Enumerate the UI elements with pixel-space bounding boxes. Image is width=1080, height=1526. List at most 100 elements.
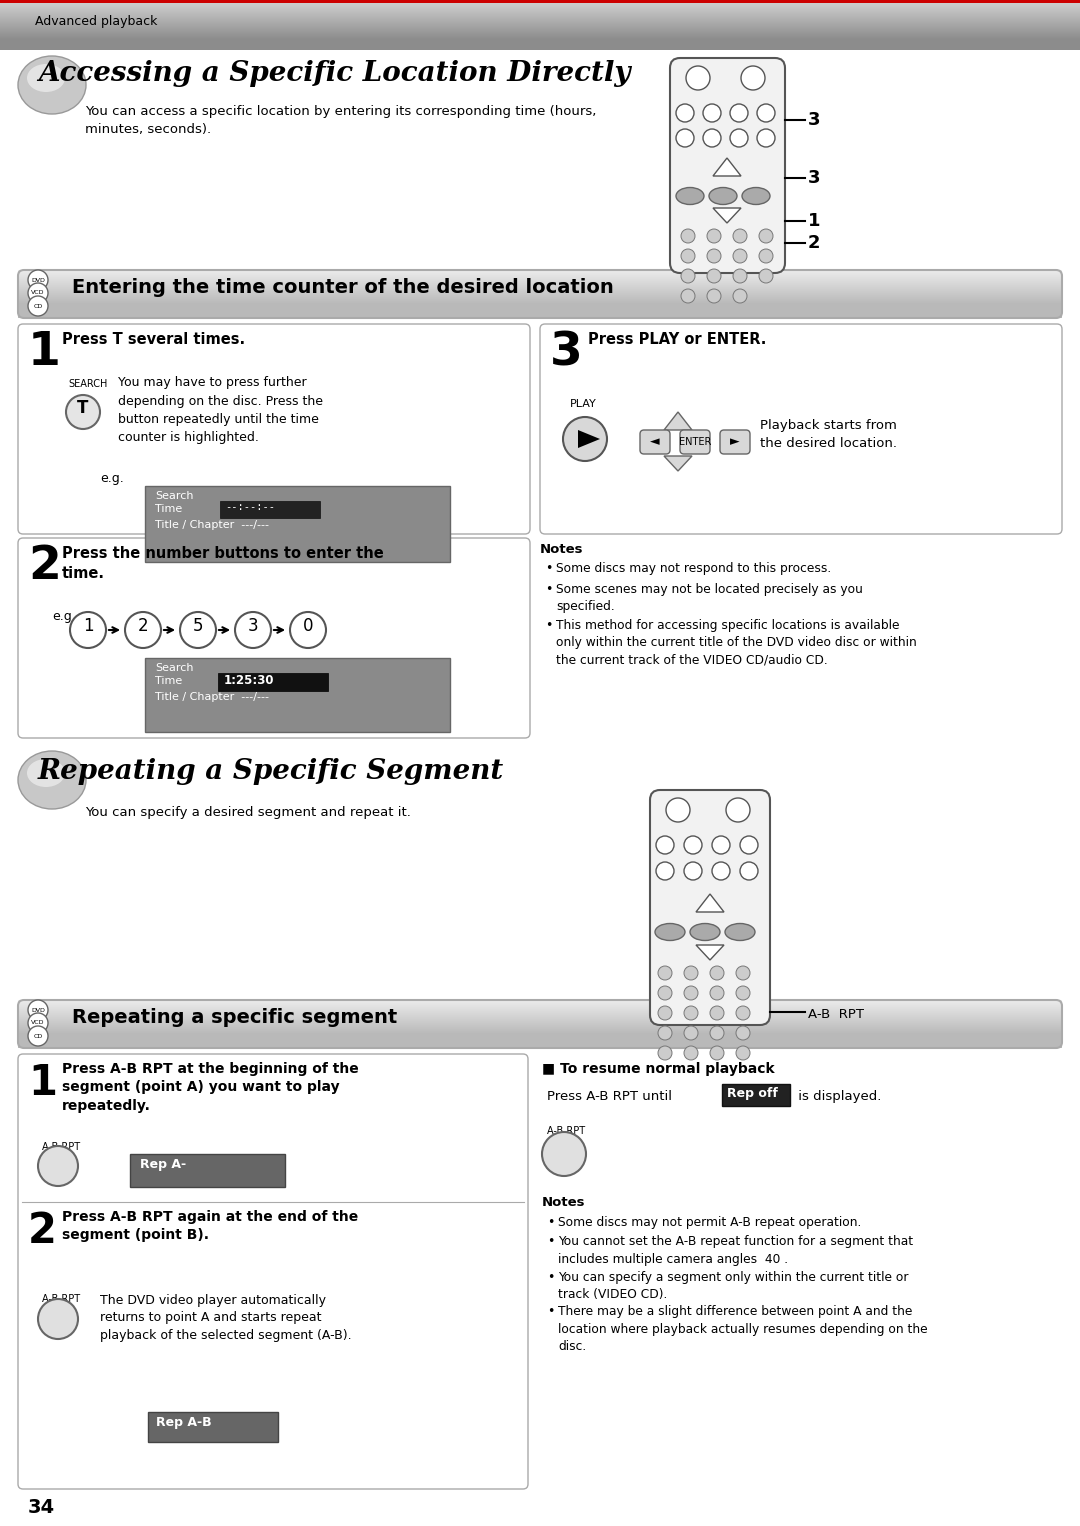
Polygon shape xyxy=(696,945,724,960)
Text: Some scenes may not be located precisely as you
specified.: Some scenes may not be located precisely… xyxy=(556,583,863,613)
Ellipse shape xyxy=(708,188,737,204)
Circle shape xyxy=(542,1132,586,1177)
Circle shape xyxy=(28,270,48,290)
Text: •: • xyxy=(545,583,552,595)
Circle shape xyxy=(38,1146,78,1186)
Text: A-B RPT: A-B RPT xyxy=(546,1126,585,1135)
FancyBboxPatch shape xyxy=(18,324,530,534)
Ellipse shape xyxy=(742,188,770,204)
FancyBboxPatch shape xyxy=(670,58,785,273)
Ellipse shape xyxy=(27,64,65,92)
Circle shape xyxy=(681,269,696,282)
Text: You cannot set the A-B repeat function for a segment that
includes multiple came: You cannot set the A-B repeat function f… xyxy=(558,1236,913,1267)
Text: ■ To resume normal playback: ■ To resume normal playback xyxy=(542,1062,774,1076)
Text: Repeating a specific segment: Repeating a specific segment xyxy=(72,1009,397,1027)
Text: •: • xyxy=(546,1216,554,1228)
Circle shape xyxy=(28,1025,48,1045)
Circle shape xyxy=(707,229,721,243)
Circle shape xyxy=(684,862,702,881)
Text: e.g.: e.g. xyxy=(100,472,124,485)
FancyBboxPatch shape xyxy=(680,430,710,455)
Text: 3: 3 xyxy=(808,111,821,130)
Text: This method for accessing specific locations is available
only within the curren: This method for accessing specific locat… xyxy=(556,618,917,667)
Text: 1: 1 xyxy=(83,617,93,635)
Text: DVD: DVD xyxy=(31,278,45,282)
Circle shape xyxy=(686,66,710,90)
Circle shape xyxy=(681,249,696,262)
Text: •: • xyxy=(545,618,552,632)
Circle shape xyxy=(658,1006,672,1019)
Text: 2: 2 xyxy=(28,543,60,589)
Text: Press A-B RPT again at the end of the
segment (point B).: Press A-B RPT again at the end of the se… xyxy=(62,1210,359,1242)
Text: Notes: Notes xyxy=(540,543,583,555)
Circle shape xyxy=(730,130,748,146)
Bar xyxy=(723,1083,789,1106)
Circle shape xyxy=(656,862,674,881)
Circle shape xyxy=(712,836,730,855)
Text: A-B RPT: A-B RPT xyxy=(42,1141,80,1152)
Circle shape xyxy=(703,104,721,122)
Circle shape xyxy=(707,249,721,262)
Polygon shape xyxy=(578,430,600,449)
Circle shape xyxy=(710,966,724,980)
Circle shape xyxy=(70,612,106,649)
Ellipse shape xyxy=(725,923,755,940)
Circle shape xyxy=(38,1299,78,1338)
Circle shape xyxy=(291,612,326,649)
Text: •: • xyxy=(546,1306,554,1318)
Text: ENTER: ENTER xyxy=(679,436,712,447)
FancyBboxPatch shape xyxy=(640,430,670,455)
Ellipse shape xyxy=(18,56,86,114)
Circle shape xyxy=(707,288,721,304)
Circle shape xyxy=(757,130,775,146)
Text: Press PLAY or ENTER.: Press PLAY or ENTER. xyxy=(588,333,767,346)
Text: VCD: VCD xyxy=(31,290,44,296)
Bar xyxy=(0,0,1080,3)
Circle shape xyxy=(710,986,724,1000)
Circle shape xyxy=(735,1006,750,1019)
Circle shape xyxy=(740,862,758,881)
Text: 3: 3 xyxy=(550,330,583,375)
Circle shape xyxy=(759,229,773,243)
Circle shape xyxy=(681,229,696,243)
Circle shape xyxy=(733,269,747,282)
Circle shape xyxy=(703,130,721,146)
Ellipse shape xyxy=(18,751,86,809)
Text: Accessing a Specific Location Directly: Accessing a Specific Location Directly xyxy=(38,60,631,87)
Ellipse shape xyxy=(690,923,720,940)
Text: •: • xyxy=(545,562,552,575)
Circle shape xyxy=(730,104,748,122)
Circle shape xyxy=(666,798,690,823)
Ellipse shape xyxy=(27,758,65,787)
Text: There may be a slight difference between point A and the
location where playback: There may be a slight difference between… xyxy=(558,1306,928,1354)
Text: Notes: Notes xyxy=(542,1196,585,1209)
Circle shape xyxy=(676,130,694,146)
Polygon shape xyxy=(696,894,724,913)
Polygon shape xyxy=(664,456,692,472)
Text: Search: Search xyxy=(156,491,193,501)
Text: ►: ► xyxy=(730,435,740,449)
Bar xyxy=(220,501,320,517)
Circle shape xyxy=(684,986,698,1000)
Text: is displayed.: is displayed. xyxy=(794,1090,881,1103)
Circle shape xyxy=(735,1025,750,1041)
Bar xyxy=(148,1412,278,1442)
Ellipse shape xyxy=(654,923,685,940)
Text: You can specify a segment only within the current title or
track (VIDEO CD).: You can specify a segment only within th… xyxy=(558,1271,908,1302)
Circle shape xyxy=(235,612,271,649)
Circle shape xyxy=(759,249,773,262)
Text: 1: 1 xyxy=(808,212,821,230)
Polygon shape xyxy=(664,412,692,430)
Bar xyxy=(130,1154,285,1187)
Circle shape xyxy=(658,1045,672,1061)
Ellipse shape xyxy=(676,188,704,204)
Text: You can specify a desired segment and repeat it.: You can specify a desired segment and re… xyxy=(85,806,410,819)
Circle shape xyxy=(684,1006,698,1019)
Text: Rep A-: Rep A- xyxy=(140,1158,186,1170)
Circle shape xyxy=(710,1006,724,1019)
Circle shape xyxy=(684,836,702,855)
Text: 2: 2 xyxy=(28,1210,57,1251)
Circle shape xyxy=(28,296,48,316)
Text: Playback starts from
the desired location.: Playback starts from the desired locatio… xyxy=(760,420,897,450)
Circle shape xyxy=(658,1025,672,1041)
